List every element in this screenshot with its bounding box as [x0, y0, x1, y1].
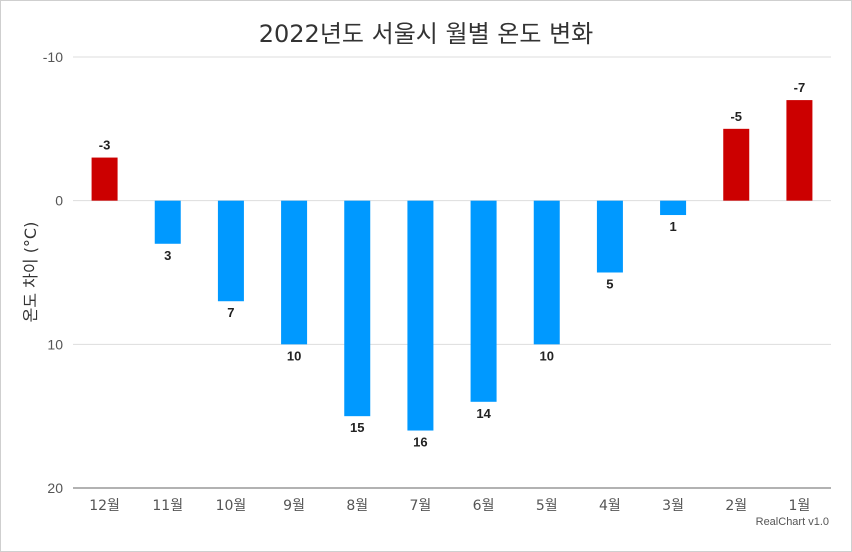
data-label: 10: [287, 348, 301, 363]
bar: [154, 200, 181, 244]
x-tick-label: 3월: [662, 498, 684, 514]
bar: [723, 128, 750, 201]
data-label: -3: [99, 138, 111, 153]
x-tick-label: 9월: [283, 498, 305, 514]
bar: [470, 200, 497, 402]
y-tick-label: 0: [55, 193, 63, 209]
data-label: -5: [730, 109, 742, 124]
x-tick-label: 4월: [599, 498, 621, 514]
x-tick-label: 11월: [152, 498, 183, 514]
data-label: 16: [413, 435, 427, 450]
chart-title: 2022년도 서울시 월별 온도 변화: [258, 20, 594, 48]
bar: [533, 200, 560, 345]
x-tick-label: 5월: [536, 498, 558, 514]
bar: [407, 200, 434, 431]
bar: [344, 200, 371, 417]
data-label: 14: [476, 406, 491, 421]
bar: [596, 200, 623, 273]
y-tick-label: 20: [47, 480, 63, 496]
x-tick-label: 10월: [216, 498, 247, 514]
data-label: 7: [227, 305, 234, 320]
x-tick-label: 7월: [410, 498, 432, 514]
x-tick-label: 8월: [346, 498, 368, 514]
x-tick-label: 6월: [473, 498, 495, 514]
data-label: 10: [540, 348, 554, 363]
data-label: 15: [350, 420, 364, 435]
x-tick-label: 1월: [789, 498, 811, 514]
data-label: 1: [669, 219, 676, 234]
bar: [786, 100, 813, 201]
data-label: -7: [794, 80, 806, 95]
x-tick-label: 12월: [89, 498, 120, 514]
bar: [281, 200, 308, 345]
data-label: 3: [164, 248, 171, 263]
x-tick-label: 2월: [725, 498, 747, 514]
bar: [660, 200, 687, 216]
data-label: 5: [606, 277, 613, 292]
y-tick-label: 10: [47, 336, 63, 352]
bar: [217, 200, 244, 302]
credit-label: RealChart v1.0: [755, 516, 829, 528]
bar: [91, 157, 118, 201]
y-tick-label: -10: [43, 49, 63, 65]
